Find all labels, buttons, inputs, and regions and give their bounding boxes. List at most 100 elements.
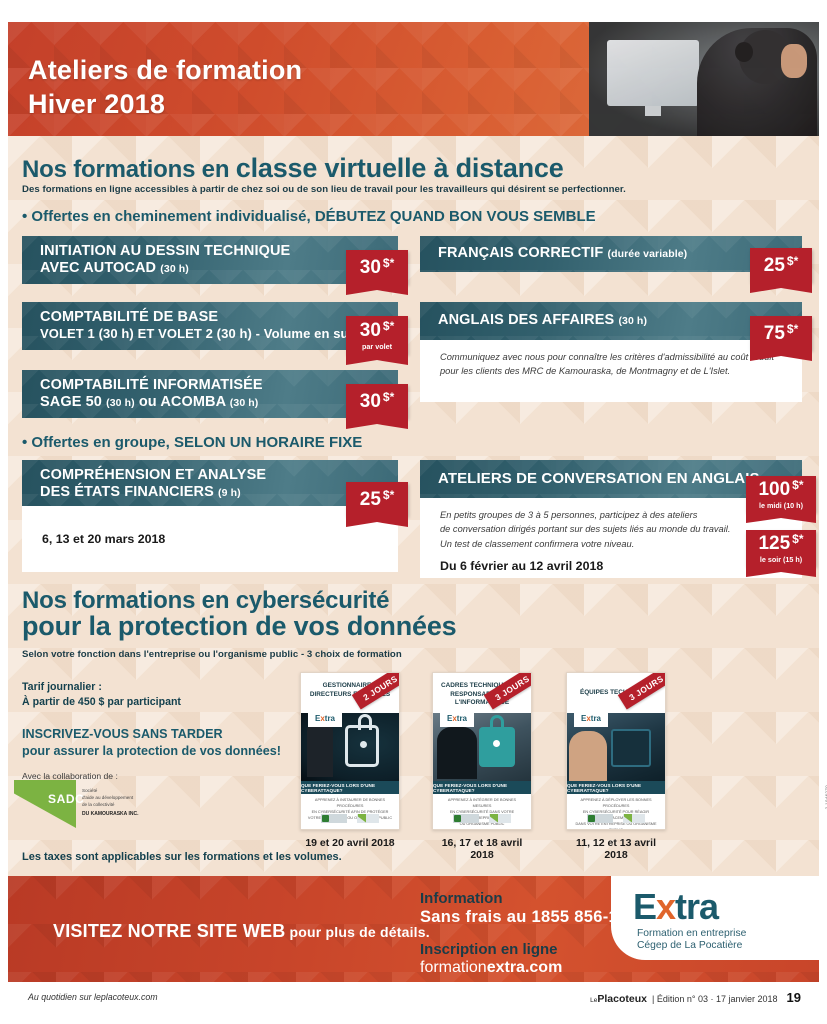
price-amount: 25 $* — [360, 489, 394, 509]
price-ribbon-conversation-soir: 125 $* le soir (15 h) — [746, 530, 816, 566]
partner-logo-2 — [357, 813, 379, 823]
publication-word: Placoteux — [597, 993, 647, 1005]
brochure-title: GESTIONNAIRES, DIRECTEURS ET CADRES — [309, 682, 391, 698]
price-amount: 30 $* — [360, 391, 394, 411]
brochure-extra-logo: Extra — [574, 709, 608, 727]
course-title-line1: FRANÇAIS CORRECTIF (durée variable) — [438, 245, 790, 262]
course-title-line2: SAGE 50 (30 h) ou ACOMBA (30 h) — [40, 394, 386, 411]
sadc-wordmark: SADC — [48, 792, 85, 806]
price-ribbon-etats-financiers: 25 $* — [346, 482, 408, 516]
website-url[interactable]: formationextra.com — [420, 959, 646, 977]
course-card-francais[interactable]: FRANÇAIS CORRECTIF (durée variable) — [420, 236, 802, 272]
price-currency: $* — [786, 322, 799, 336]
brochure-date: 11, 12 et 13 avril 2018 — [576, 837, 656, 861]
course-title-line2: AVEC AUTOCAD (30 h) — [40, 260, 386, 277]
extra-logo: Extra Formation en entreprise Cégep de L… — [611, 876, 819, 960]
extra-wordmark: Extra — [580, 713, 602, 723]
virtual-heading-light: Nos formations en — [22, 156, 236, 183]
extra-x: x — [656, 886, 676, 927]
extra-wordmark: Extra — [314, 713, 336, 723]
extra-tagline-2: Cégep de La Pocatière — [637, 940, 743, 951]
brochure-poster: ÉQUIPES TECHNIQUES Extra QUE FERIEZ-VOUS… — [566, 672, 666, 830]
hero-banner: Ateliers de formation Hiver 2018 — [8, 22, 819, 136]
screen-icon — [611, 729, 651, 767]
footer-contact-block: Information Sans frais au 1855 856-1527 … — [420, 890, 646, 977]
partner-logo-1 — [321, 813, 347, 823]
daily-note: Au quotidien sur leplacoteux.com — [28, 992, 158, 1002]
course-title-line1: COMPRÉHENSION ET ANALYSE — [40, 467, 267, 483]
price-amount: 125 $* — [758, 533, 803, 553]
price-amount: 75 $* — [764, 323, 798, 343]
course-card-header: ATELIERS DE CONVERSATION EN ANGLAIS — [420, 460, 802, 498]
bottom-bar: Au quotidien sur leplacoteux.com LePlaco… — [0, 982, 827, 1024]
brochure-blurb-line1: APPRENEZ À INSTAURER DE BONNES PROCÉDURE… — [314, 798, 386, 809]
course-title-line2: DES ÉTATS FINANCIERS (9 h) — [40, 484, 386, 501]
course-card-conversation-anglais[interactable]: ATELIERS DE CONVERSATION EN ANGLAIS En p… — [420, 460, 802, 578]
sadc-logo: SADC Société d'aide au développement de … — [14, 780, 164, 828]
course-card-title: INITIATION AU DESSIN TECHNIQUE AVEC AUTO… — [22, 236, 398, 284]
course-card-body: 6, 13 et 20 mars 2018 — [22, 506, 398, 572]
virtual-heading: Nos formations en classe virtuelle à dis… — [22, 153, 564, 184]
brochure-equipes-techniques[interactable]: ÉQUIPES TECHNIQUES Extra QUE FERIEZ-VOUS… — [566, 672, 666, 861]
course-card-header: FRANÇAIS CORRECTIF (durée variable) — [420, 236, 802, 272]
course-card-note: En petits groupes de 3 à 5 personnes, pa… — [420, 498, 802, 551]
extra-wordmark: Extra — [633, 886, 719, 928]
course-card-title: ANGLAIS DES AFFAIRES (30 h) — [420, 302, 802, 337]
course-card-title: COMPRÉHENSION ET ANALYSE DES ÉTATS FINAN… — [22, 460, 398, 506]
price-value: 30 — [359, 257, 381, 278]
brochure-gestionnaires[interactable]: GESTIONNAIRES, DIRECTEURS ET CADRES Extr… — [300, 672, 400, 849]
sadc-line1: Société — [82, 788, 98, 793]
price-note: par volet — [362, 341, 392, 351]
brochure-photo — [301, 713, 399, 781]
course-card-comptabilite-informatisee[interactable]: COMPTABILITÉ INFORMATISÉE SAGE 50 (30 h)… — [22, 370, 398, 418]
brochure-partner-logos — [575, 812, 657, 824]
extra-e: E — [633, 886, 657, 927]
partner-logo-1 — [453, 813, 479, 823]
course-card-header: COMPRÉHENSION ET ANALYSE DES ÉTATS FINAN… — [22, 460, 398, 506]
hero-photo — [589, 22, 819, 136]
person-face — [781, 44, 807, 78]
hero-title: Ateliers de formation Hiver 2018 — [28, 54, 302, 122]
brochure-extra-logo: Extra — [308, 709, 342, 727]
course-card-comptabilite-base[interactable]: COMPTABILITÉ DE BASE VOLET 1 (30 h) ET V… — [22, 302, 398, 350]
brochure-blurb-line2: EN CYBERSÉCURITÉ POUR RÉAGIR EFFICACEMEN… — [582, 810, 650, 821]
cyber-heading-line2: pour la protection de vos données — [22, 611, 457, 641]
price-note: le midi (10 h) — [759, 500, 803, 510]
tarif-line2: À partir de 450 $ par participant — [22, 696, 181, 708]
price-currency: $* — [382, 256, 395, 270]
course-card-header: INITIATION AU DESSIN TECHNIQUE AVEC AUTO… — [22, 236, 398, 284]
course-hours: (durée variable) — [607, 248, 688, 260]
brochure-blurb: APPRENEZ À DÉPLOYER LES BONNES PROCÉDURE… — [573, 797, 659, 829]
body-panel: Nos formations en classe virtuelle à dis… — [8, 136, 819, 876]
course-card-autocad[interactable]: INITIATION AU DESSIN TECHNIQUE AVEC AUTO… — [22, 236, 398, 284]
price-ribbon-anglais-affaires: 75 $* — [750, 316, 812, 350]
price-value: 75 — [763, 323, 785, 344]
course-card-anglais-affaires[interactable]: ANGLAIS DES AFFAIRES (30 h) Communiquez … — [420, 302, 802, 402]
course-card-etats-financiers[interactable]: COMPRÉHENSION ET ANALYSE DES ÉTATS FINAN… — [22, 460, 398, 572]
course-note-line1: En petits groupes de 3 à 5 personnes, pa… — [440, 510, 698, 520]
brochure-date: 16, 17 et 18 avril 2018 — [441, 837, 523, 861]
price-amount: 100 $* — [758, 479, 803, 499]
brochure-person-silhouette — [307, 719, 333, 777]
course-title-line2-text: AVEC AUTOCAD — [40, 260, 157, 277]
course-title-acomba: ou ACOMBA — [138, 394, 226, 411]
price-amount: 30 $* — [360, 257, 394, 277]
course-card-header: COMPTABILITÉ INFORMATISÉE SAGE 50 (30 h)… — [22, 370, 398, 418]
partner-logo-1 — [587, 813, 613, 823]
price-amount: 25 $* — [764, 255, 798, 275]
brochure-poster: CADRES TECHNIQUES OU RESPONSABLES DE L'I… — [432, 672, 532, 830]
publication-name: LePlacoteux — [590, 993, 647, 1005]
extra-wordmark: Extra — [446, 713, 468, 723]
information-label: Information — [420, 890, 503, 907]
brochure-blurb-line3: OU ORGANISME PUBLIC — [459, 822, 505, 827]
course-title-line1: ANGLAIS DES AFFAIRES (30 h) — [438, 312, 790, 329]
monitor-image — [607, 40, 699, 116]
course-card-body: Communiquez avec nous pour connaître les… — [420, 340, 802, 402]
brochure-date: 19 et 20 avril 2018 — [305, 837, 395, 849]
brochure-blurb: APPRENEZ À INTÉGRER DE BONNES MESURES EN… — [439, 797, 525, 827]
brochure-person-silhouette — [437, 727, 477, 779]
price-currency: $* — [382, 318, 395, 333]
brochure-cadres-techniques[interactable]: CADRES TECHNIQUES OU RESPONSABLES DE L'I… — [432, 672, 532, 861]
brochure-partner-logos — [309, 812, 391, 824]
